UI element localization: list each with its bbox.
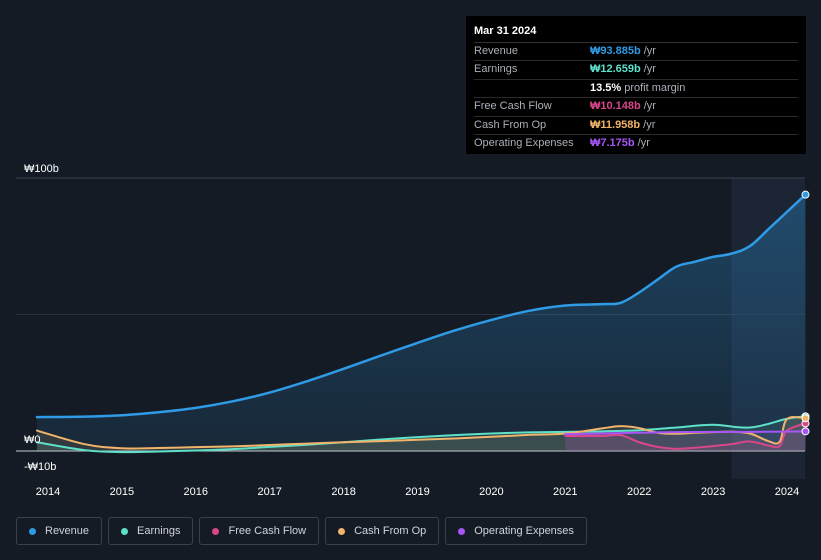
revenue-area [36, 194, 806, 451]
tooltip-date: Mar 31 2024 [474, 24, 798, 43]
tooltip-row: Earnings ₩12.659b/yr [474, 61, 798, 80]
tooltip-unit: /yr [643, 45, 656, 57]
tooltip-row: 13.5% profit margin [474, 80, 798, 99]
tooltip: Mar 31 2024 Revenue ₩93.885b/yr Earnings ₩1… [466, 16, 806, 154]
x-tick-label: 2018 [331, 486, 355, 498]
legend-label: Cash From Op [354, 525, 427, 537]
y-tick-label: -₩10b [24, 461, 56, 473]
revenue-end-point [801, 190, 810, 199]
x-tick-label: 2022 [627, 486, 651, 498]
tooltip-row: Operating Expenses ₩7.175b/yr [474, 135, 798, 152]
legend-label: Free Cash Flow [228, 525, 307, 537]
legend-label: Operating Expenses [474, 525, 574, 537]
tooltip-value: ₩7.175b [590, 136, 635, 149]
y-tick-label: ₩0 [24, 434, 41, 446]
earnings-line [35, 415, 807, 454]
legend-dot-icon [338, 527, 346, 535]
legend-dot-icon [29, 527, 36, 535]
legend: Revenue Earnings Free Cash Flow Cash From O… [16, 517, 587, 545]
x-tick-label: 2021 [553, 486, 577, 498]
x-tick-label: 2023 [701, 486, 725, 498]
revenue-line [35, 193, 807, 419]
legend-item-operating-expenses[interactable]: Operating Expenses [445, 517, 587, 545]
earnings-area [36, 416, 806, 453]
tooltip-unit: /yr [643, 100, 656, 113]
tooltip-value: ₩10.148b [590, 100, 641, 113]
tooltip-unit: /yr [643, 63, 656, 76]
cash-from-op-end-point [801, 414, 810, 423]
legend-item-earnings[interactable]: Earnings [108, 517, 194, 545]
tooltip-row: Cash From Op ₩11.958b/yr [474, 117, 798, 135]
tooltip-row: Free Cash Flow ₩10.148b/yr [474, 98, 798, 117]
tooltip-value: 13.5% [590, 81, 622, 94]
tooltip-unit: /yr [637, 136, 650, 149]
x-tick-label: 2016 [184, 486, 208, 498]
tooltip-label [474, 80, 590, 97]
legend-dot-icon [458, 527, 466, 535]
tooltip-label: Operating Expenses [474, 136, 574, 149]
x-tick-label: 2014 [36, 486, 60, 498]
tooltip-unit: profit margin [624, 81, 686, 94]
tooltip-value: ₩11.958b [590, 118, 641, 131]
tooltip-label: Revenue [474, 45, 519, 57]
legend-label: Revenue [45, 525, 90, 537]
tooltip-value: ₩93.885b [590, 45, 641, 57]
tooltip-label: Earnings [474, 63, 518, 76]
tooltip-label: Cash From Op [474, 118, 547, 131]
free-cash-flow-area [565, 423, 806, 451]
x-tick-label: 2024 [775, 486, 799, 498]
tooltip-value: ₩12.659b [590, 63, 641, 76]
legend-dot-icon [121, 527, 129, 535]
legend-label: Earnings [137, 525, 181, 537]
x-tick-label: 2020 [479, 486, 503, 498]
tooltip-unit: /yr [643, 118, 656, 131]
tooltip-label: Free Cash Flow [474, 100, 552, 113]
free-cash-flow-line [564, 422, 807, 450]
legend-item-revenue[interactable]: Revenue [16, 517, 103, 545]
legend-item-cash-from-op[interactable]: Cash From Op [325, 517, 440, 545]
cash-from-op-area [36, 416, 806, 451]
x-tick-label: 2017 [257, 486, 281, 498]
y-tick-label: ₩100b [24, 163, 59, 175]
tooltip-row: Revenue ₩93.885b/yr [474, 43, 798, 62]
x-tick-label: 2015 [110, 486, 134, 498]
legend-item-free-cash-flow[interactable]: Free Cash Flow [199, 517, 320, 545]
operating-expenses-line [564, 430, 807, 436]
legend-dot-icon [212, 527, 220, 535]
operating-expenses-end-point [801, 427, 810, 436]
x-tick-label: 2019 [405, 486, 429, 498]
